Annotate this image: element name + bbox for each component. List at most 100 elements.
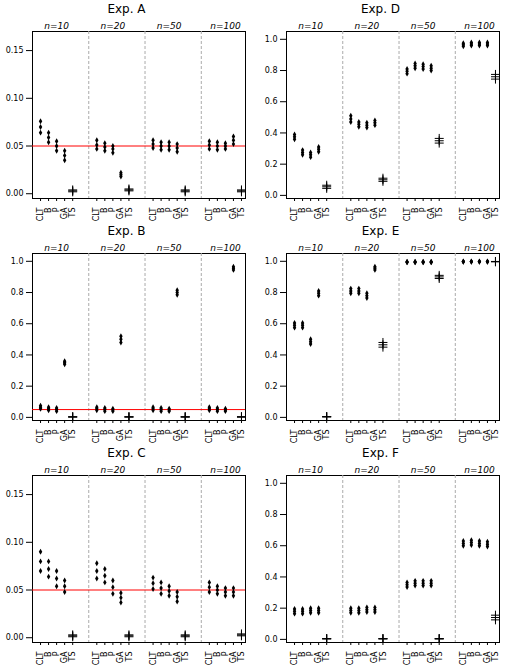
svg-text:TS: TS bbox=[435, 652, 444, 663]
svg-text:TS: TS bbox=[237, 430, 246, 441]
svg-text:TS: TS bbox=[125, 208, 134, 219]
svg-text:n=100: n=100 bbox=[464, 465, 495, 475]
svg-text:n=100: n=100 bbox=[464, 21, 495, 31]
svg-text:0.2: 0.2 bbox=[11, 382, 24, 391]
svg-text:n=100: n=100 bbox=[210, 21, 241, 31]
svg-text:n=100: n=100 bbox=[210, 243, 241, 253]
svg-text:0.00: 0.00 bbox=[6, 633, 24, 642]
svg-text:0.4: 0.4 bbox=[265, 351, 278, 360]
svg-text:TS: TS bbox=[322, 652, 331, 663]
svg-text:TS: TS bbox=[68, 652, 77, 663]
svg-text:0.05: 0.05 bbox=[6, 142, 24, 151]
svg-text:n=100: n=100 bbox=[464, 243, 495, 253]
svg-text:GA: GA bbox=[172, 429, 182, 442]
svg-text:CLT: CLT bbox=[92, 429, 102, 444]
svg-text:CLT: CLT bbox=[204, 207, 214, 222]
svg-text:n=10: n=10 bbox=[298, 243, 323, 253]
svg-text:n=50: n=50 bbox=[157, 243, 182, 253]
svg-text:TS: TS bbox=[68, 430, 77, 441]
svg-text:n=10: n=10 bbox=[298, 21, 323, 31]
svg-text:0.0: 0.0 bbox=[265, 413, 278, 422]
svg-text:TS: TS bbox=[435, 430, 444, 441]
svg-text:0.4: 0.4 bbox=[265, 573, 278, 582]
svg-text:0.00: 0.00 bbox=[6, 189, 24, 198]
svg-text:n=20: n=20 bbox=[101, 243, 126, 253]
svg-text:0.2: 0.2 bbox=[265, 382, 278, 391]
svg-text:0.2: 0.2 bbox=[265, 160, 278, 169]
svg-text:n=10: n=10 bbox=[44, 21, 69, 31]
svg-text:GA: GA bbox=[60, 429, 70, 442]
svg-text:TS: TS bbox=[491, 208, 500, 219]
html-text:Exp. A: Exp. A bbox=[107, 2, 146, 16]
svg-text:GA: GA bbox=[116, 429, 126, 442]
svg-text:CLT: CLT bbox=[148, 429, 158, 444]
svg-text:n=20: n=20 bbox=[355, 465, 380, 475]
svg-text:TS: TS bbox=[125, 430, 134, 441]
svg-text:n=20: n=20 bbox=[101, 465, 126, 475]
svg-text:TS: TS bbox=[322, 208, 331, 219]
svg-text:1.0: 1.0 bbox=[11, 257, 24, 266]
svg-text:0.6: 0.6 bbox=[265, 97, 278, 106]
svg-text:0.10: 0.10 bbox=[6, 538, 24, 547]
svg-text:CLT: CLT bbox=[92, 207, 102, 222]
html-text:Exp. B: Exp. B bbox=[107, 224, 146, 238]
svg-text:0.05: 0.05 bbox=[6, 586, 24, 595]
svg-text:0.8: 0.8 bbox=[11, 288, 24, 297]
svg-text:n=10: n=10 bbox=[298, 465, 323, 475]
svg-text:TS: TS bbox=[68, 208, 77, 219]
html-text:Exp. E: Exp. E bbox=[361, 224, 400, 238]
svg-text:TS: TS bbox=[491, 652, 500, 663]
svg-text:0.6: 0.6 bbox=[265, 319, 278, 328]
svg-text:CLT: CLT bbox=[204, 429, 214, 444]
svg-text:n=50: n=50 bbox=[411, 465, 436, 475]
svg-text:TS: TS bbox=[491, 430, 500, 441]
svg-text:1.0: 1.0 bbox=[265, 479, 278, 488]
svg-text:TS: TS bbox=[379, 430, 388, 441]
svg-text:CLT: CLT bbox=[36, 207, 46, 222]
svg-text:0.8: 0.8 bbox=[265, 66, 278, 75]
svg-text:n=100: n=100 bbox=[210, 465, 241, 475]
svg-text:GA: GA bbox=[116, 207, 126, 220]
svg-text:0.0: 0.0 bbox=[265, 191, 278, 200]
html-text:Exp. F: Exp. F bbox=[362, 446, 399, 460]
svg-text:n=50: n=50 bbox=[157, 465, 182, 475]
svg-text:TS: TS bbox=[181, 652, 190, 663]
svg-text:0.6: 0.6 bbox=[11, 319, 24, 328]
svg-text:0.6: 0.6 bbox=[265, 541, 278, 550]
svg-text:CLT: CLT bbox=[148, 207, 158, 222]
svg-text:TS: TS bbox=[322, 430, 331, 441]
svg-text:0.8: 0.8 bbox=[265, 288, 278, 297]
svg-text:n=50: n=50 bbox=[157, 21, 182, 31]
svg-text:1.0: 1.0 bbox=[265, 35, 278, 44]
svg-text:1.0: 1.0 bbox=[265, 257, 278, 266]
svg-text:TS: TS bbox=[125, 652, 134, 663]
svg-text:0.10: 0.10 bbox=[6, 94, 24, 103]
svg-text:TS: TS bbox=[181, 430, 190, 441]
html-text:Exp. C: Exp. C bbox=[107, 446, 146, 460]
svg-text:CLT: CLT bbox=[36, 429, 46, 444]
svg-text:n=10: n=10 bbox=[44, 465, 69, 475]
svg-text:0.0: 0.0 bbox=[265, 635, 278, 644]
svg-text:0.0: 0.0 bbox=[11, 413, 24, 422]
svg-text:TS: TS bbox=[181, 208, 190, 219]
svg-text:TS: TS bbox=[379, 208, 388, 219]
svg-text:0.15: 0.15 bbox=[6, 490, 24, 499]
svg-text:n=50: n=50 bbox=[411, 243, 436, 253]
svg-text:n=20: n=20 bbox=[355, 243, 380, 253]
svg-text:0.4: 0.4 bbox=[265, 129, 278, 138]
html-text:Exp. D: Exp. D bbox=[360, 2, 401, 16]
svg-text:TS: TS bbox=[237, 652, 246, 663]
svg-text:TS: TS bbox=[435, 208, 444, 219]
svg-text:n=20: n=20 bbox=[101, 21, 126, 31]
svg-text:0.4: 0.4 bbox=[11, 351, 24, 360]
svg-text:TS: TS bbox=[237, 208, 246, 219]
svg-text:n=20: n=20 bbox=[355, 21, 380, 31]
svg-text:0.2: 0.2 bbox=[265, 604, 278, 613]
svg-text:TS: TS bbox=[379, 652, 388, 663]
svg-text:GA: GA bbox=[172, 207, 182, 220]
svg-text:n=50: n=50 bbox=[411, 21, 436, 31]
svg-text:0.15: 0.15 bbox=[6, 46, 24, 55]
svg-text:GA: GA bbox=[60, 207, 70, 220]
svg-text:n=10: n=10 bbox=[44, 243, 69, 253]
svg-text:0.8: 0.8 bbox=[265, 510, 278, 519]
